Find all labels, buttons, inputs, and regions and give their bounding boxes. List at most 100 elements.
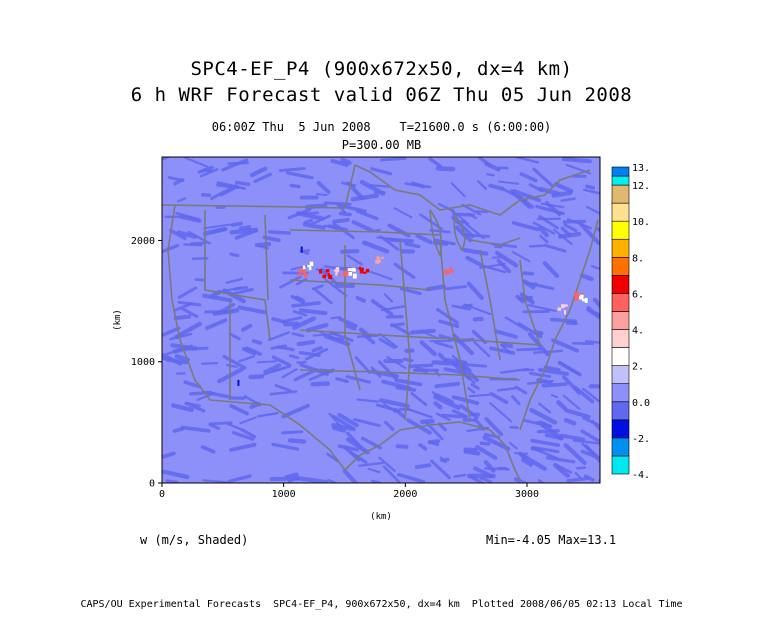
field-streak	[580, 449, 600, 461]
field-streak	[450, 182, 466, 198]
field-streak	[346, 431, 363, 449]
colorbar-tick-label: 6.	[632, 289, 644, 300]
field-texture	[162, 157, 600, 483]
field-streak	[262, 235, 281, 243]
field-streak	[354, 356, 371, 374]
field-streak	[463, 449, 481, 456]
colorbar-swatch	[611, 365, 630, 385]
colorbar-swatch	[611, 166, 630, 177]
colorbar-swatch	[611, 175, 630, 186]
field-streak	[516, 347, 542, 352]
field-streak	[489, 346, 516, 355]
field-streak	[295, 277, 308, 286]
field-streak	[556, 400, 568, 411]
field-streak	[434, 392, 455, 404]
downdraft-cell	[300, 246, 303, 253]
field-streak	[545, 456, 576, 464]
field-streak	[287, 438, 307, 444]
field-streak	[407, 363, 434, 369]
field-streak	[437, 352, 448, 363]
field-streak	[222, 288, 246, 304]
map-boundary	[519, 219, 599, 431]
map-boundary	[204, 210, 271, 341]
updraft-cell	[335, 272, 338, 276]
field-streak	[165, 479, 180, 483]
field-streak	[523, 419, 550, 428]
field-streak	[346, 254, 363, 266]
field-streak	[469, 475, 486, 483]
field-streak	[511, 395, 521, 406]
updraft-cell	[352, 273, 357, 279]
field-streak	[162, 243, 180, 253]
field-streak	[337, 413, 359, 428]
updraft-cell	[319, 269, 323, 274]
updraft-cell	[564, 304, 568, 307]
field-streak	[440, 457, 450, 463]
field-streak	[291, 301, 321, 308]
y-tick-label: 1000	[131, 357, 155, 368]
field-streak	[410, 328, 436, 335]
field-streak	[208, 421, 233, 426]
updraft-cell	[451, 269, 454, 273]
field-streak	[181, 307, 199, 318]
field-streak	[484, 417, 504, 437]
field-streak	[238, 225, 252, 231]
colorbar-tick-label: 2.	[632, 362, 644, 373]
field-streak	[251, 339, 263, 345]
field-streak	[196, 392, 216, 401]
field-streak	[415, 366, 429, 374]
field-streak	[538, 226, 549, 238]
field-streak	[462, 303, 473, 308]
y-axis-label: (km)	[113, 309, 123, 331]
field-streak	[389, 322, 405, 327]
field-streak	[410, 181, 425, 189]
field-streak	[267, 331, 291, 342]
field-streak	[271, 317, 286, 324]
field-streak	[553, 182, 574, 194]
field-streak	[555, 464, 573, 474]
field-streak	[529, 407, 558, 425]
field-streak	[330, 159, 349, 167]
updraft-cell	[444, 269, 448, 274]
colorbar-swatch	[611, 220, 630, 240]
field-streak	[179, 214, 202, 223]
field-streak	[538, 402, 552, 414]
field-streak	[465, 255, 483, 267]
updraft-cell	[363, 271, 367, 274]
field-streak	[415, 233, 433, 245]
field-streak	[552, 228, 573, 246]
colorbar-swatch	[611, 401, 630, 421]
field-streak	[579, 273, 594, 282]
field-streak	[323, 224, 349, 231]
field-streak	[162, 451, 176, 460]
colorbar-swatch	[611, 437, 630, 457]
field-streak	[345, 375, 371, 384]
colorbar-swatch	[611, 419, 630, 439]
field-streak	[488, 183, 505, 191]
field-streak	[410, 392, 428, 407]
field-streak	[494, 329, 518, 339]
colorbar-swatch	[611, 455, 630, 475]
field-streak	[427, 439, 441, 445]
field-streak	[330, 316, 342, 320]
field-background	[162, 157, 600, 483]
field-streak	[305, 347, 329, 361]
field-streak	[574, 471, 582, 479]
field-streak	[294, 295, 305, 303]
field-streak	[242, 347, 257, 356]
updraft-cell	[449, 267, 452, 272]
chart-title-line2: 6 h WRF Forecast valid 06Z Thu 05 Jun 20…	[130, 84, 633, 106]
field-streak	[241, 323, 253, 332]
field-streak	[296, 339, 316, 347]
field-streak	[177, 300, 202, 307]
field-streak	[162, 157, 172, 161]
map-boundary	[479, 249, 501, 361]
field-streak	[418, 443, 428, 451]
field-streak	[479, 476, 493, 483]
field-streak	[586, 205, 600, 216]
field-streak	[437, 422, 447, 432]
field-streak	[229, 287, 254, 296]
updraft-cell	[359, 268, 364, 274]
updraft-cell	[347, 268, 352, 271]
